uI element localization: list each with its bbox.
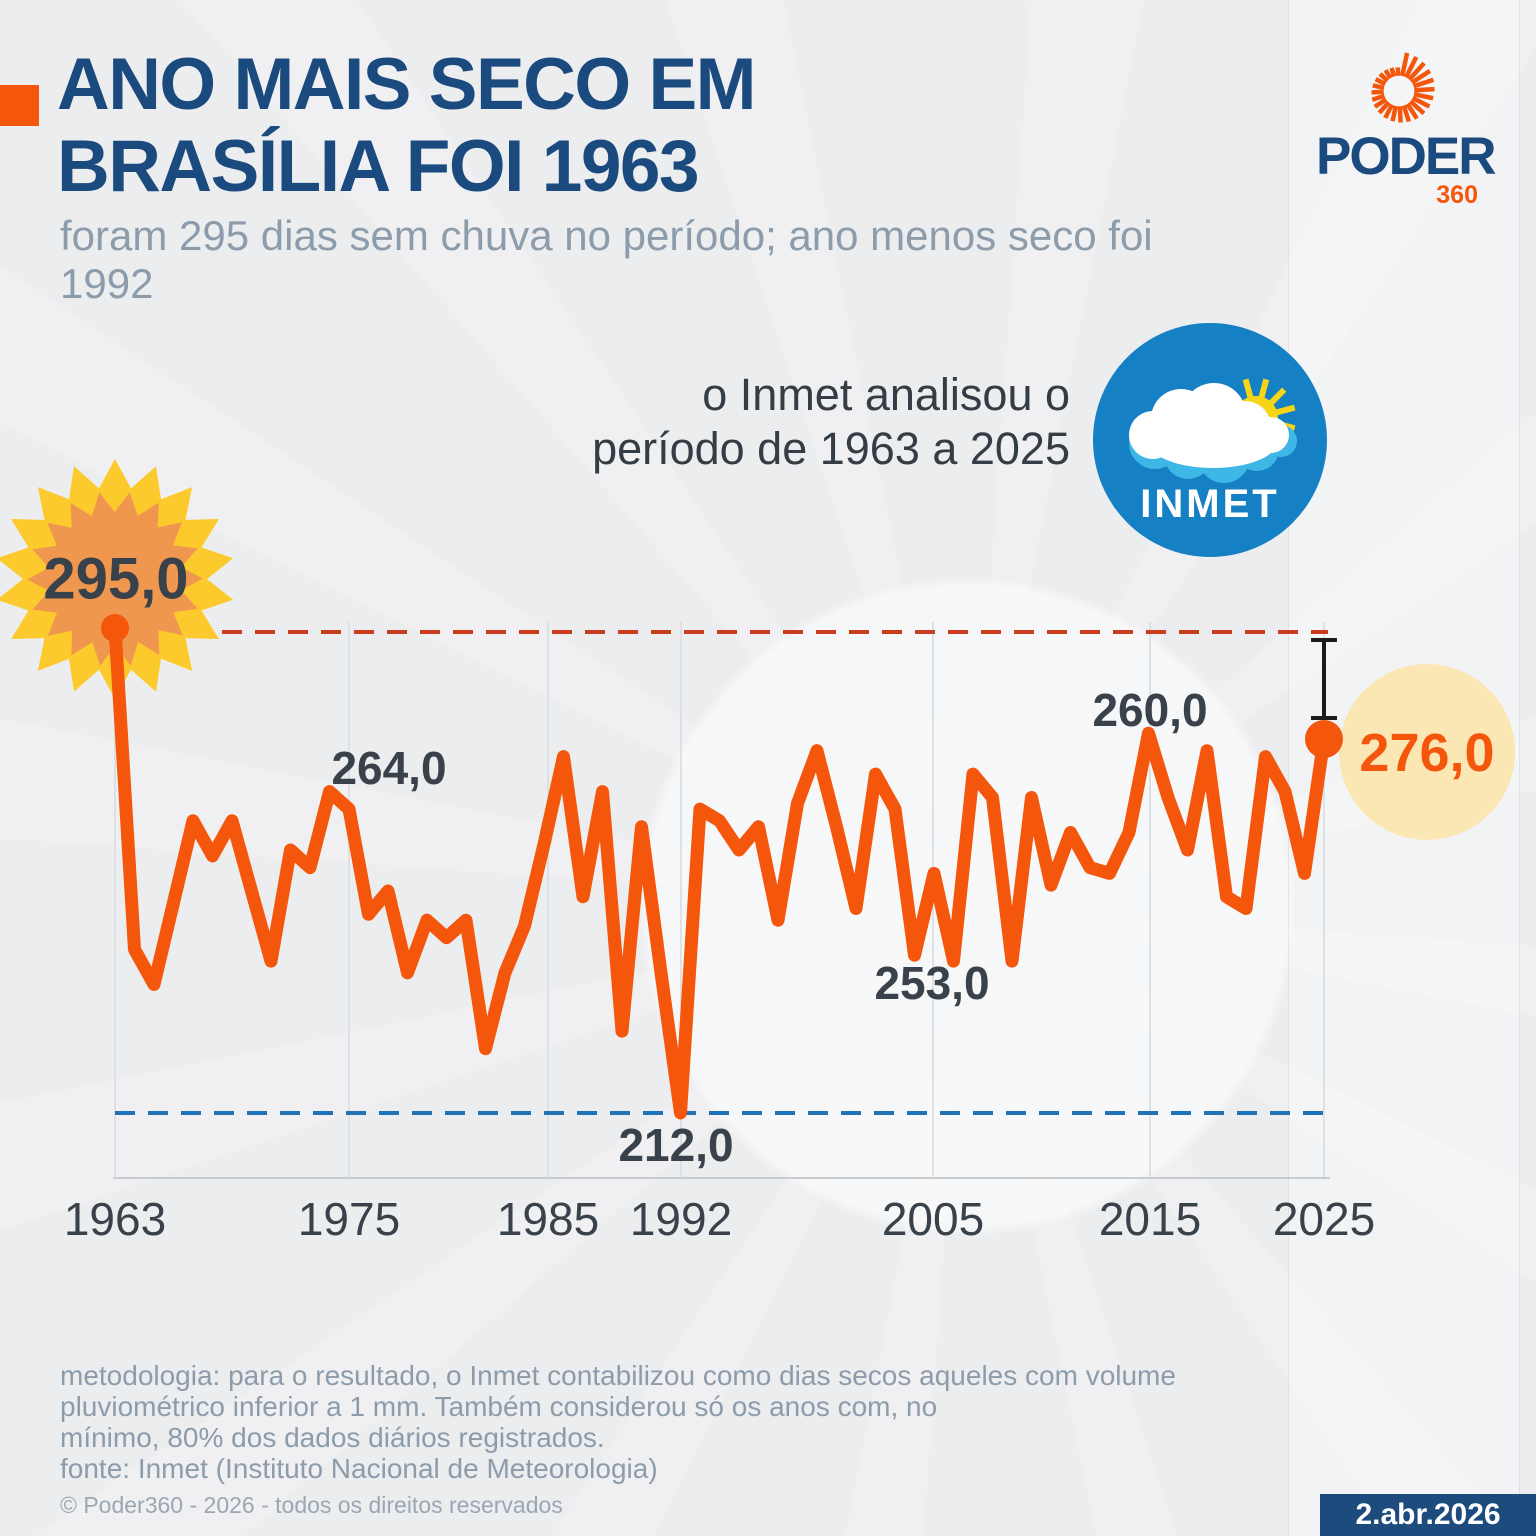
page-title-line1: ANO MAIS SECO EM <box>57 44 756 125</box>
sun-ray <box>1378 72 1390 83</box>
sun-ray <box>1405 102 1419 120</box>
sun-ray <box>1411 95 1431 109</box>
x-tick-2015: 2015 <box>1098 1193 1202 1245</box>
poder360-logo-text: PODER <box>1316 127 1496 186</box>
x-tick-1975: 1975 <box>297 1193 401 1245</box>
chart-annotation-line1: o Inmet analisou o <box>702 369 1070 420</box>
accent-square <box>0 85 39 126</box>
x-tick-1963: 1963 <box>63 1193 167 1245</box>
callout-1975: 264,0 <box>331 742 447 794</box>
page-title-line2: BRASÍLIA FOI 1963 <box>57 126 700 207</box>
sun-ray <box>1403 55 1419 79</box>
sun-ray <box>1389 67 1397 78</box>
methodology-line1: metodologia: para o resultado, o Inmet c… <box>60 1360 1176 1391</box>
sun-ray <box>1377 100 1391 115</box>
starburst-inner <box>27 492 203 666</box>
sun-ray <box>1371 89 1384 95</box>
page-subtitle-line1: foram 295 dias sem chuva no período; ano… <box>60 212 1153 259</box>
sun-ray <box>1397 106 1403 123</box>
methodology-line3: mínimo, 80% dos dados diários registrado… <box>60 1422 605 1453</box>
sun-ray <box>1408 99 1426 116</box>
page-title: ANO MAIS SECO EM BRASÍLIA FOI 1963 <box>57 44 756 208</box>
inmet-label: INMET <box>1140 482 1279 526</box>
sun-ray <box>1410 69 1432 85</box>
sun-ray <box>1407 61 1426 82</box>
callout-1992: 212,0 <box>618 1119 734 1171</box>
methodology-line2: pluviométrico inferior a 1 mm. Também co… <box>60 1391 938 1422</box>
sun-ray <box>1413 91 1434 101</box>
inmet-logo: INMET <box>1093 323 1327 557</box>
callout-2005: 253,0 <box>874 957 990 1009</box>
callout-1963: 295,0 <box>43 546 189 612</box>
x-tick-2005: 2005 <box>881 1193 985 1245</box>
methodology-note: metodologia: para o resultado, o Inmet c… <box>60 1360 1176 1484</box>
x-tick-1985: 1985 <box>496 1193 600 1245</box>
source-line: fonte: Inmet (Instituto Nacional de Mete… <box>60 1453 658 1484</box>
sun-ray <box>1372 83 1385 91</box>
sun-ray <box>1373 97 1388 109</box>
cloud-icon <box>1129 383 1297 483</box>
sun-ray <box>1267 387 1287 406</box>
sun-ray <box>1258 378 1270 400</box>
sun-ray <box>1371 93 1386 102</box>
x-tick-1992: 1992 <box>629 1193 733 1245</box>
sun-ray <box>1412 77 1435 89</box>
sun-ray <box>1383 103 1395 119</box>
date-badge: 2.abr.2026 <box>1320 1494 1536 1536</box>
sun-ray <box>1274 404 1296 416</box>
sun-ray <box>1374 77 1387 87</box>
page-subtitle-line2: 1992 <box>60 260 154 307</box>
data-point-1963 <box>101 614 129 642</box>
sun-ray <box>1399 52 1410 77</box>
data-line <box>108 621 1331 1120</box>
highlight-circle-2025 <box>1339 664 1515 840</box>
sun-ray <box>1383 68 1393 80</box>
sun-ray <box>1401 104 1412 123</box>
x-tick-2025: 2025 <box>1272 1193 1376 1245</box>
callout-2025: 276,0 <box>1359 723 1495 783</box>
sun-ray <box>1414 86 1435 93</box>
chart-annotation: o Inmet analisou o período de 1963 a 202… <box>592 368 1070 476</box>
copyright-text: © Poder360 - 2026 - todos os direitos re… <box>60 1492 563 1518</box>
sun-ray <box>1242 378 1254 400</box>
chart-annotation-line2: período de 1963 a 2025 <box>592 423 1070 474</box>
data-point-2025 <box>1305 720 1343 759</box>
poder360-sunburst-icon <box>1371 52 1435 123</box>
poder360-logo-360: 360 <box>1436 181 1478 209</box>
sun-ray <box>1390 105 1399 122</box>
callout-2015: 260,0 <box>1092 684 1208 736</box>
page-subtitle: foram 295 dias sem chuva no período; ano… <box>60 212 1153 308</box>
